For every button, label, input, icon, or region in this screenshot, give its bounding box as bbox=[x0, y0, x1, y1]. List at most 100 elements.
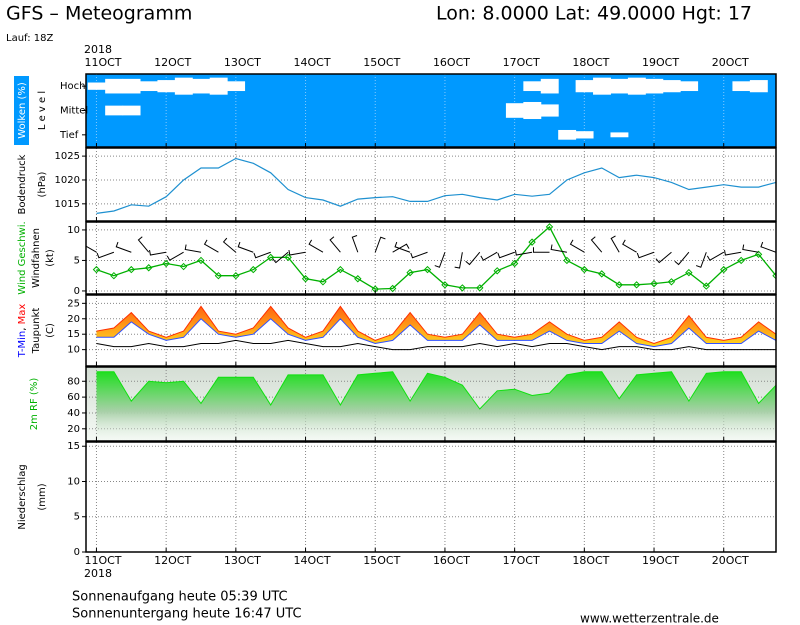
year-top: 2018 bbox=[84, 43, 112, 56]
wind-barb bbox=[454, 252, 463, 269]
line bbox=[96, 318, 776, 348]
wind-speed-marker bbox=[179, 262, 188, 271]
y-tick-label: 20 bbox=[67, 424, 80, 435]
plot-area bbox=[86, 442, 776, 552]
cloud-cell bbox=[209, 77, 228, 95]
sunset: Sonnenuntergang heute 16:47 UTC bbox=[72, 607, 302, 622]
level-label: Hoch bbox=[60, 81, 85, 92]
x-tick-label-bottom: 14OCT bbox=[294, 554, 331, 567]
y-axis-label-part: Windfahnen bbox=[31, 228, 42, 288]
panel-frame bbox=[85, 441, 777, 553]
wind-barb bbox=[392, 243, 410, 253]
wind-speed-marker bbox=[354, 275, 362, 283]
wind-speed-marker bbox=[214, 271, 223, 280]
y-axis-label-part: Wind Geschwi. bbox=[17, 221, 28, 294]
cloud-cell bbox=[523, 101, 542, 120]
cloud-cell bbox=[558, 129, 577, 140]
wind-speed-marker bbox=[476, 284, 484, 292]
x-tick-label-bottom: 17OCT bbox=[503, 554, 540, 567]
y-axis-label-part: (kt) bbox=[45, 249, 56, 267]
wind-barb bbox=[636, 251, 655, 259]
wind-speed-marker bbox=[127, 265, 136, 274]
wind-speed-marker bbox=[423, 265, 432, 274]
wind-speed-marker bbox=[441, 281, 449, 289]
y-axis-label: 2m RF (%) bbox=[29, 378, 40, 431]
cloud-cell bbox=[627, 77, 646, 95]
x-tick-label-top: 18OCT bbox=[572, 56, 609, 69]
wind-barb bbox=[374, 236, 386, 253]
y-axis-label-part: (mm) bbox=[37, 483, 48, 510]
cloud-cell bbox=[732, 81, 751, 92]
wind-speed-marker bbox=[667, 278, 676, 286]
y-axis-label: L e v e l bbox=[37, 91, 48, 130]
y-axis-label-part: Niederschlag bbox=[17, 464, 28, 529]
wind-speed-marker bbox=[545, 223, 554, 231]
y-tick-label: 1020 bbox=[55, 175, 80, 186]
wind-barb bbox=[288, 250, 306, 256]
y-axis-label: Taupunkt bbox=[31, 308, 42, 355]
cloud-cell bbox=[575, 80, 594, 93]
panel-frame bbox=[85, 73, 777, 148]
y-axis-label-part: (C) bbox=[45, 323, 56, 338]
wind-barb bbox=[222, 237, 237, 253]
y-tick-label: 1015 bbox=[55, 199, 80, 210]
wind-barb bbox=[434, 252, 446, 268]
wind-speed-marker bbox=[266, 253, 275, 262]
wind-barb bbox=[480, 251, 498, 261]
wind-speed-marker bbox=[458, 284, 467, 292]
wind-barb bbox=[514, 250, 533, 256]
cloud-cell bbox=[105, 78, 124, 94]
y-tick-label: 0 bbox=[74, 547, 80, 558]
y-axis-label: Wind Geschwi. bbox=[17, 221, 28, 294]
cloud-cell bbox=[680, 81, 699, 92]
wind-barb bbox=[184, 244, 202, 253]
wind-speed-marker bbox=[702, 282, 711, 290]
panel-frame bbox=[85, 221, 777, 295]
y-tick-label: 5 bbox=[74, 255, 80, 266]
panel-frame bbox=[85, 147, 777, 222]
cloud-cell bbox=[122, 105, 141, 116]
wind-speed-marker bbox=[336, 265, 345, 274]
title: GFS – Meteogramm bbox=[6, 3, 192, 25]
wind-speed-marker bbox=[772, 271, 776, 280]
y-axis-label-part: Bodendruck bbox=[17, 154, 28, 214]
wind-speed-marker bbox=[249, 265, 257, 274]
wind-barb bbox=[532, 247, 550, 253]
wind-barb bbox=[394, 241, 411, 253]
level-label: Mittel bbox=[60, 106, 88, 117]
wind-barb bbox=[410, 251, 428, 259]
y-axis-label-part: Taupunkt bbox=[31, 308, 42, 355]
cloud-cell bbox=[227, 81, 246, 92]
y-axis-label: Windfahnen bbox=[31, 228, 42, 288]
wind-barb bbox=[590, 236, 603, 253]
wind-barb bbox=[253, 251, 271, 259]
wind-speed-marker bbox=[563, 256, 571, 265]
source: www.wetterzentrale.de bbox=[580, 612, 719, 625]
sunrise: Sonnenaufgang heute 05:39 UTC bbox=[72, 590, 288, 605]
wind-speed-marker bbox=[197, 256, 205, 265]
y-axis-label: T-Min, Max bbox=[17, 304, 28, 359]
y-axis-label: (kt) bbox=[45, 249, 56, 267]
wind-barb bbox=[760, 241, 776, 253]
plot-area bbox=[86, 222, 776, 294]
cloud-cell bbox=[645, 78, 664, 94]
plot-area bbox=[86, 367, 776, 441]
wind-barb bbox=[96, 251, 115, 259]
y-axis-label: Bodendruck bbox=[17, 154, 28, 214]
x-tick-label-top: 19OCT bbox=[642, 56, 679, 69]
x-tick-label-bottom: 13OCT bbox=[224, 554, 261, 567]
y-tick-label: 1025 bbox=[55, 151, 80, 162]
y-tick-label: 40 bbox=[67, 408, 80, 419]
cloud-cell bbox=[540, 78, 559, 94]
x-tick-label-top: 11OCT bbox=[84, 56, 121, 69]
wind-speed-marker bbox=[110, 271, 118, 280]
x-tick-label-bottom: 18OCT bbox=[572, 554, 609, 567]
panel-frame bbox=[85, 366, 777, 442]
cloud-cell bbox=[610, 132, 629, 138]
cloud-cell bbox=[610, 78, 629, 94]
cloud-cell bbox=[174, 77, 193, 95]
wind-barb bbox=[610, 235, 620, 253]
y-axis-label: Niederschlag bbox=[17, 464, 28, 529]
wind-barb bbox=[550, 244, 567, 253]
wind-barb bbox=[149, 250, 167, 256]
